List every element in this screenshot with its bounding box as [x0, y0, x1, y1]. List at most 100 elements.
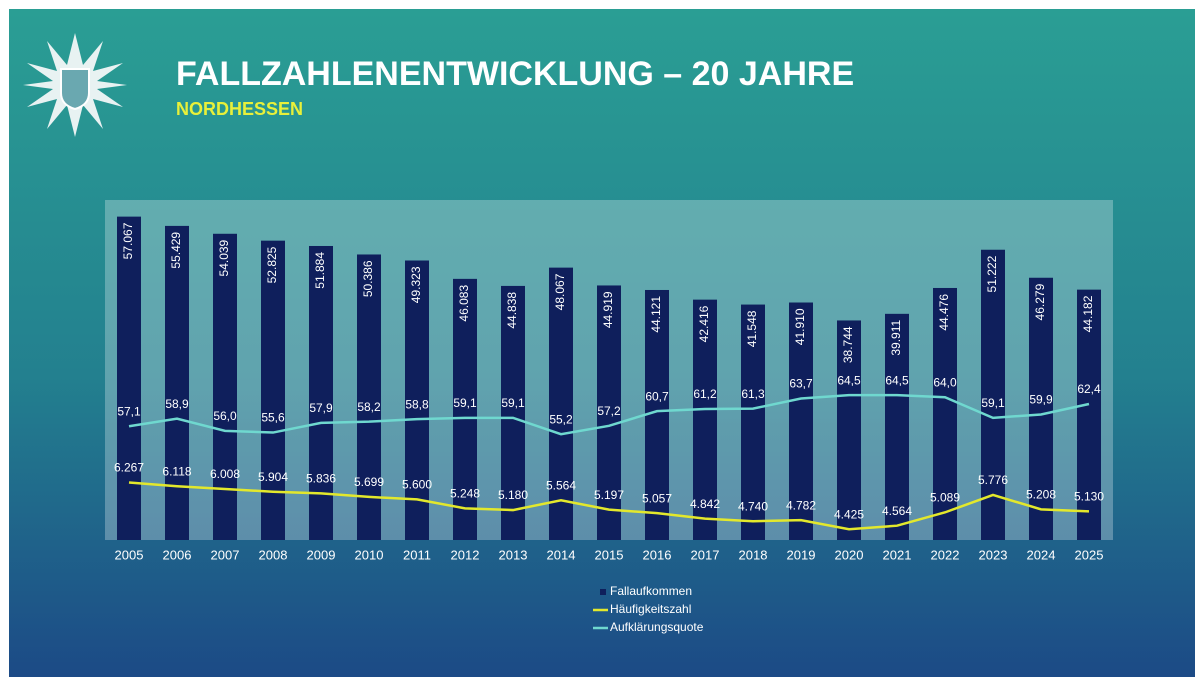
line-value-label: 5.197 [594, 488, 624, 502]
x-tick-label: 2008 [259, 547, 288, 562]
legend-label: Häufigkeitszahl [610, 602, 691, 616]
bar-value-label: 41.548 [745, 310, 759, 347]
bar [597, 285, 621, 540]
x-tick-label: 2020 [835, 547, 864, 562]
x-tick-label: 2018 [739, 547, 768, 562]
line-value-label: 4.740 [738, 499, 768, 513]
line-value-label: 5.600 [402, 478, 432, 492]
x-tick-label: 2007 [211, 547, 240, 562]
line-value-label: 58,8 [405, 397, 429, 411]
bar-value-label: 46.083 [457, 285, 471, 322]
x-tick-label: 2010 [355, 547, 384, 562]
x-tick-label: 2025 [1075, 547, 1104, 562]
x-tick-label: 2015 [595, 547, 624, 562]
bar [501, 285, 525, 540]
bar-value-label: 41.910 [793, 308, 807, 345]
x-tick-label: 2022 [931, 547, 960, 562]
x-tick-label: 2016 [643, 547, 672, 562]
bar [453, 278, 477, 540]
line-value-label: 58,9 [165, 397, 189, 411]
bar-value-label: 50.386 [361, 260, 375, 297]
line-value-label: 62,4 [1077, 382, 1101, 396]
bar-value-label: 39.911 [889, 320, 903, 356]
bar [789, 302, 813, 540]
line-value-label: 55,2 [549, 412, 573, 426]
line-value-label: 5.057 [642, 491, 672, 505]
bar-value-label: 42.416 [697, 305, 711, 342]
bar [1077, 289, 1101, 540]
bar [405, 260, 429, 540]
line-value-label: 56,0 [213, 409, 237, 423]
line-value-label: 5.836 [306, 472, 336, 486]
line-value-label: 61,2 [693, 387, 717, 401]
bar [261, 240, 285, 541]
bar-value-label: 52.825 [265, 246, 279, 283]
line-value-label: 4.782 [786, 498, 816, 512]
line-value-label: 5.248 [450, 487, 480, 501]
x-tick-label: 2023 [979, 547, 1008, 562]
line-value-label: 5.089 [930, 491, 960, 505]
line-value-label: 57,1 [117, 404, 141, 418]
x-tick-label: 2021 [883, 547, 912, 562]
line-value-label: 59,1 [501, 396, 525, 410]
line-value-label: 55,6 [261, 411, 285, 425]
bar-value-label: 51.884 [313, 252, 327, 289]
line-value-label: 4.425 [834, 507, 864, 521]
bar-value-label: 51.222 [985, 255, 999, 292]
bar-value-label: 48.067 [553, 273, 567, 310]
line-value-label: 64,0 [933, 375, 957, 389]
bar-value-label: 54.039 [217, 239, 231, 276]
x-tick-label: 2009 [307, 547, 336, 562]
legend-label: Fallaufkommen [610, 584, 692, 598]
logo [23, 33, 127, 137]
bar-value-label: 44.182 [1081, 295, 1095, 332]
line-value-label: 60,7 [645, 389, 669, 403]
x-tick-label: 2014 [547, 547, 576, 562]
x-tick-label: 2024 [1027, 547, 1056, 562]
line-value-label: 59,9 [1029, 393, 1053, 407]
line-value-label: 64,5 [837, 373, 861, 387]
bar [933, 287, 957, 540]
bar-value-label: 46.279 [1033, 283, 1047, 320]
line-value-label: 64,5 [885, 373, 909, 387]
bar [645, 289, 669, 540]
bar [741, 304, 765, 540]
bar-value-label: 38.744 [841, 326, 855, 363]
title: FALLZAHLENENTWICKLUNG – 20 JAHRE [176, 55, 854, 93]
line-value-label: 6.118 [162, 464, 191, 478]
bar [837, 320, 861, 540]
bar-value-label: 44.121 [649, 296, 663, 333]
line-value-label: 5.776 [978, 473, 1008, 487]
bar [981, 249, 1005, 540]
bar [309, 245, 333, 540]
bar-value-label: 44.838 [505, 292, 519, 329]
bar [1029, 277, 1053, 540]
x-tick-label: 2005 [115, 547, 144, 562]
line [128, 393, 1090, 436]
line-value-label: 57,9 [309, 401, 333, 415]
line-value-label: 4.564 [882, 504, 912, 518]
line-value-label: 5.564 [546, 478, 576, 492]
line-value-label: 5.699 [354, 475, 384, 489]
line-value-label: 57,2 [597, 404, 621, 418]
bar-value-label: 44.919 [601, 291, 615, 328]
x-tick-label: 2011 [403, 547, 431, 562]
bar [549, 267, 573, 540]
line [128, 481, 1090, 531]
bar [213, 233, 237, 541]
x-tick-label: 2006 [163, 547, 192, 562]
bar [885, 313, 909, 540]
line-value-label: 61,3 [741, 387, 765, 401]
line-value-label: 6.008 [210, 467, 240, 481]
line-value-label: 63,7 [789, 377, 813, 391]
legend-label: Aufklärungsquote [610, 620, 704, 634]
x-tick-label: 2019 [787, 547, 816, 562]
bar [357, 254, 381, 540]
bar-value-label: 49.323 [409, 266, 423, 303]
bar [117, 216, 141, 540]
x-tick-label: 2017 [691, 547, 720, 562]
subtitle: NORDHESSEN [176, 99, 303, 119]
line-value-label: 58,2 [357, 400, 381, 414]
bar [693, 299, 717, 540]
